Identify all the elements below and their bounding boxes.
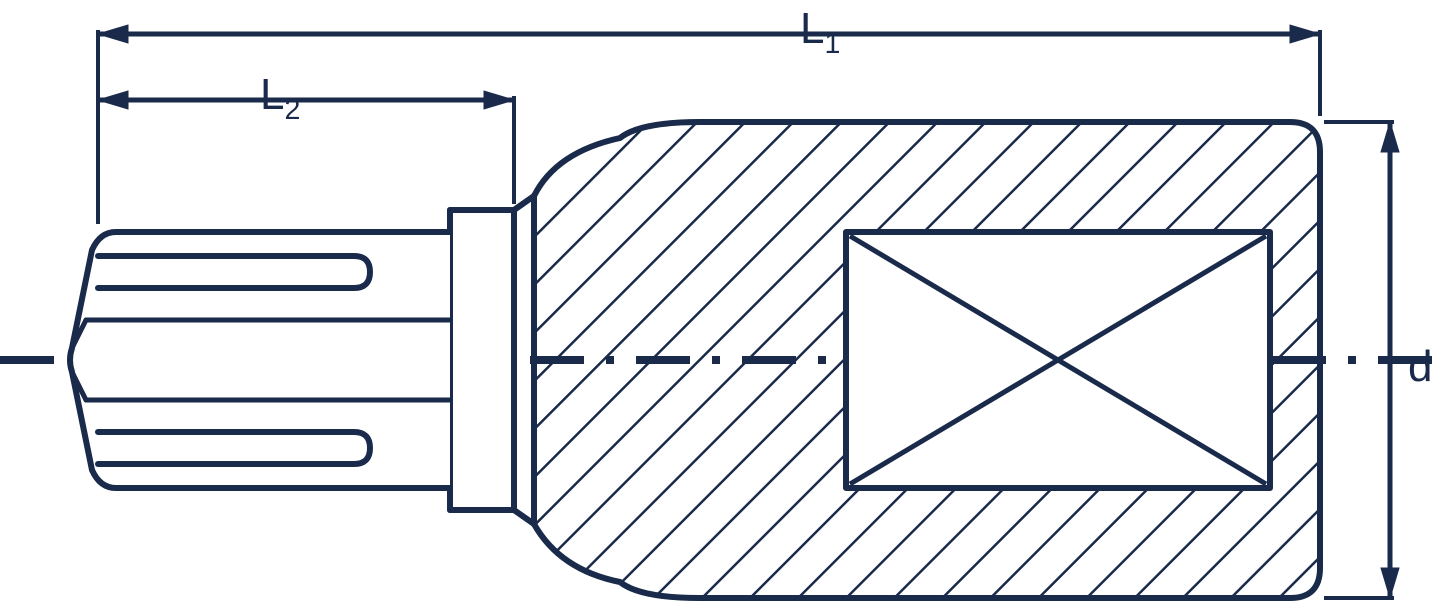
label-l2: L2: [260, 70, 300, 127]
label-l2-text: L: [260, 70, 284, 119]
dimension-l2: [98, 91, 514, 109]
label-l1-text: L: [800, 4, 824, 53]
label-d: d: [1408, 342, 1432, 392]
collar: [450, 196, 534, 524]
drawing-svg: [0, 0, 1445, 601]
label-l2-sub: 2: [284, 94, 300, 126]
label-l1-sub: 1: [824, 28, 840, 60]
socket-hatch: [500, 100, 1360, 601]
label-l1: L1: [800, 4, 840, 61]
diagram-canvas: L1 L2 d: [0, 0, 1445, 601]
dimension-l1: [98, 25, 1320, 43]
label-d-text: d: [1408, 342, 1432, 391]
bit: [70, 210, 450, 510]
